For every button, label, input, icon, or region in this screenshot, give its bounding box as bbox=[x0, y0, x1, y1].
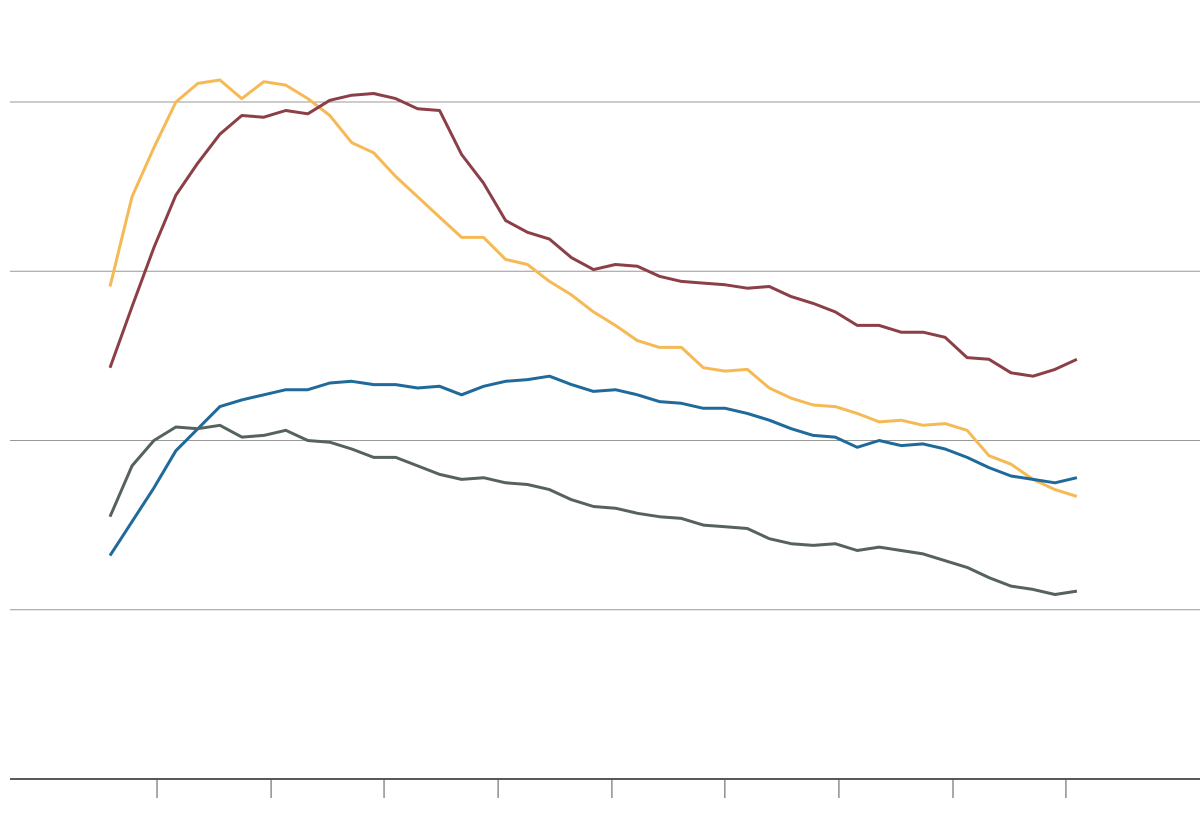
series-line bbox=[108, 92, 1078, 378]
series-line bbox=[108, 78, 1078, 498]
series-line bbox=[108, 423, 1078, 596]
series-line bbox=[108, 374, 1078, 557]
